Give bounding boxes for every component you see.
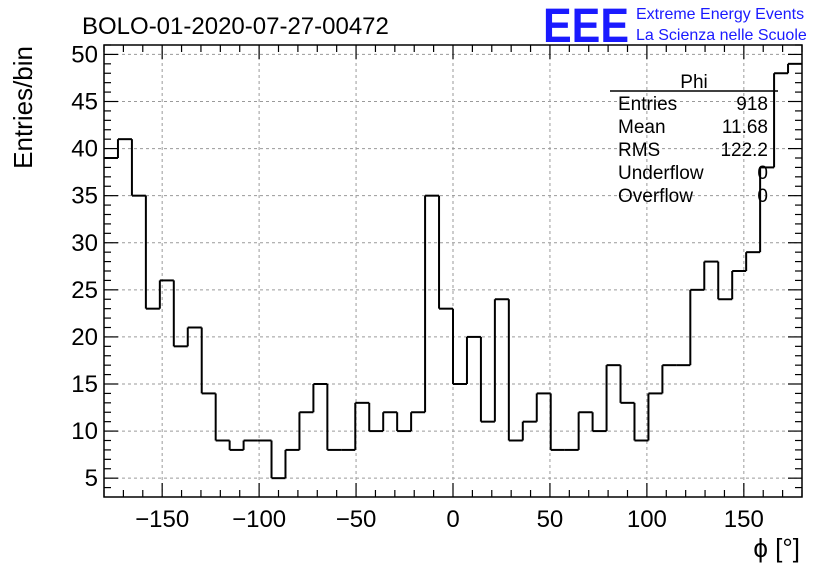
x-tick-label: 100 <box>627 506 667 533</box>
eee-logo-line1: Extreme Energy Events <box>636 6 804 23</box>
stats-row-label: Overflow <box>618 186 693 207</box>
stats-box-rows: Entries 918 Mean 11.68 RMS 122.2 Underflow 0 Ove… <box>618 94 768 207</box>
y-tick-label: 45 <box>71 89 98 116</box>
y-tick-label: 30 <box>71 230 98 257</box>
stats-row-value: 122.2 <box>720 140 768 161</box>
stats-box: Phi Entries 918 Mean 11.68 RMS 122.2 Underflow… <box>610 72 778 207</box>
axis-layer: −150 −100 −50 0 50 100 150 5 10 15 20 25 30 35 40 45 50 <box>71 41 803 533</box>
chart-title: BOLO-01-2020-07-27-00472 <box>82 13 389 40</box>
x-tick-label: −50 <box>336 506 377 533</box>
y-tick-label: 35 <box>71 183 98 210</box>
eee-logo: EEE Extreme Energy Events La Scienza nel… <box>543 0 807 53</box>
stats-row-label: Underflow <box>618 163 704 184</box>
x-tick-label: −150 <box>135 506 189 533</box>
x-tick-label: 50 <box>537 506 564 533</box>
y-tick-label: 10 <box>71 418 98 445</box>
stats-row-label: Entries <box>618 94 677 115</box>
y-axis-label: Entries/bin <box>8 46 38 169</box>
x-axis-label: ϕ [°] <box>753 533 800 563</box>
grid-layer <box>104 45 802 497</box>
x-tick-label: 150 <box>724 506 764 533</box>
histogram-layer <box>104 62 802 480</box>
stats-row-label: Mean <box>618 117 666 138</box>
stats-row-value: 0 <box>757 186 768 207</box>
eee-logo-mark: EEE <box>543 0 629 53</box>
stats-box-title: Phi <box>680 72 707 93</box>
y-tick-label: 20 <box>71 324 98 351</box>
x-tick-label: 0 <box>446 506 459 533</box>
y-tick-label: 5 <box>85 465 98 492</box>
stats-row-value: 0 <box>757 163 768 184</box>
stats-row-value: 918 <box>736 94 768 115</box>
x-tick-label: −100 <box>232 506 286 533</box>
stats-row-label: RMS <box>618 140 660 161</box>
y-tick-label: 25 <box>71 277 98 304</box>
eee-logo-line2: La Scienza nelle Scuole <box>636 27 807 44</box>
y-tick-label: 15 <box>71 371 98 398</box>
y-tick-label: 40 <box>71 136 98 163</box>
stats-row-value: 11.68 <box>722 117 768 138</box>
y-tick-label: 50 <box>71 41 98 68</box>
